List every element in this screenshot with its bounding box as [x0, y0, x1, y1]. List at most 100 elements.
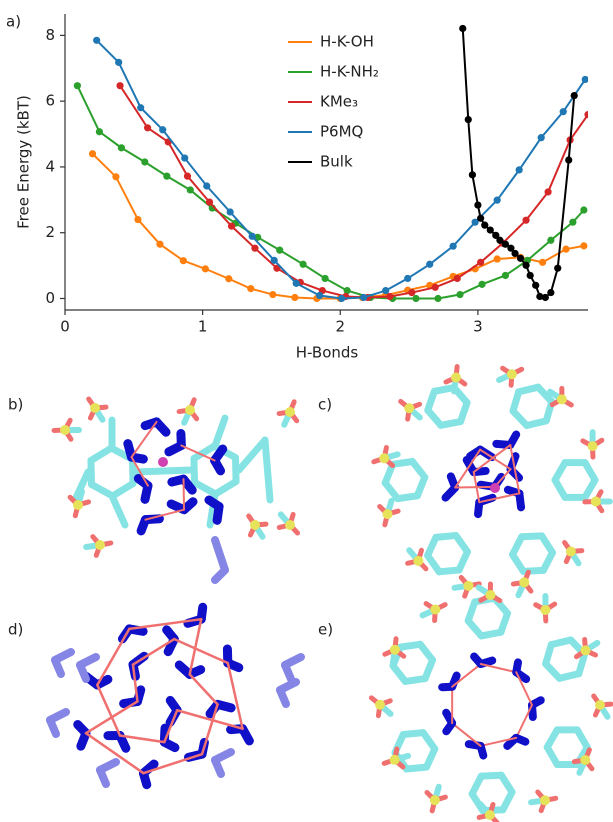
point: [580, 206, 588, 214]
molecule-bond: [451, 663, 482, 688]
sulfur: [540, 604, 551, 615]
point: [565, 156, 573, 164]
molecule-bond: [96, 627, 131, 687]
sulfur: [382, 509, 393, 520]
molecule-bond: [226, 661, 244, 730]
point: [382, 286, 390, 295]
point: [203, 182, 211, 190]
molecule-bond: [96, 766, 110, 788]
point: [562, 245, 570, 253]
molecule-bond: [381, 479, 402, 503]
point: [292, 279, 300, 287]
legend-label: Bulk: [320, 153, 353, 171]
point: [468, 171, 476, 179]
point: [186, 186, 194, 194]
molecule-bond: [528, 696, 545, 709]
molecule-bond: [581, 459, 599, 484]
molecule-bond: [51, 656, 65, 678]
molecule-bond: [454, 485, 496, 489]
point: [321, 274, 329, 283]
molecule-bond: [223, 658, 244, 673]
molecule-bond: [132, 466, 195, 476]
point: [532, 281, 540, 289]
molecule-bond: [191, 478, 220, 498]
molecule-bond: [108, 492, 129, 529]
molecule-bond: [46, 716, 60, 738]
sulfur: [450, 372, 461, 383]
point: [156, 240, 164, 248]
point: [559, 108, 567, 116]
panel-label: b): [8, 396, 23, 414]
molecule-bond: [130, 420, 158, 459]
molecule-bond: [71, 468, 92, 504]
molecule-bond: [127, 452, 148, 464]
point: [522, 261, 530, 269]
sulfur: [519, 577, 530, 588]
sulfur: [463, 580, 474, 591]
point: [547, 288, 555, 297]
sulfur: [429, 795, 440, 806]
molecule-bond: [188, 673, 219, 706]
point: [426, 260, 434, 268]
molecule-bond: [163, 708, 179, 744]
point: [477, 258, 485, 266]
molecule-bond: [204, 495, 224, 511]
point: [554, 264, 562, 272]
sulfur: [587, 441, 598, 452]
sulfur: [285, 407, 295, 417]
point: [493, 196, 501, 204]
panel-label: c): [318, 396, 332, 414]
point: [544, 188, 552, 196]
molecule-bond: [512, 733, 530, 746]
point: [251, 244, 259, 252]
point: [431, 283, 439, 291]
sulfur: [580, 645, 591, 656]
molecule-bond: [472, 444, 512, 474]
point: [477, 214, 485, 222]
y-tick-label: 8: [45, 26, 55, 44]
point: [163, 172, 171, 180]
sulfur: [95, 540, 105, 550]
panel-label: e): [318, 621, 333, 639]
molecule-bond: [84, 700, 139, 735]
molecule-bond: [442, 719, 457, 736]
series-line: [76, 85, 585, 300]
point: [112, 173, 120, 181]
point: [536, 292, 544, 301]
molecule-bond: [515, 704, 533, 739]
point: [464, 115, 472, 124]
point: [183, 172, 192, 180]
molecule-bond: [159, 737, 180, 753]
point: [541, 293, 549, 302]
molecule-bond: [515, 671, 533, 707]
point: [141, 158, 149, 166]
molecule-bond: [179, 497, 198, 515]
point: [456, 290, 464, 299]
sulfur: [595, 700, 605, 710]
y-tick-label: 4: [45, 157, 55, 175]
sulfur: [379, 453, 390, 464]
point: [205, 198, 214, 206]
point: [201, 265, 209, 273]
molecule-bond: [539, 549, 556, 574]
point: [299, 260, 307, 268]
point: [478, 280, 486, 288]
molecule-bond: [478, 492, 521, 504]
x-tick-label: 2: [335, 318, 345, 336]
molecule-bond: [451, 722, 482, 747]
y-axis-label: Free Energy (kBT): [15, 95, 33, 229]
point: [537, 134, 545, 142]
y-tick-label: 6: [45, 92, 55, 110]
sulfur: [539, 795, 550, 806]
sulfur: [506, 369, 517, 380]
molecule-bond: [118, 734, 166, 744]
point: [412, 294, 420, 303]
point: [584, 111, 588, 119]
panel-label: d): [8, 621, 23, 639]
point: [115, 58, 123, 66]
point: [496, 236, 504, 244]
point: [511, 249, 519, 258]
point: [116, 82, 124, 90]
sulfur: [375, 699, 386, 710]
point: [88, 150, 97, 158]
